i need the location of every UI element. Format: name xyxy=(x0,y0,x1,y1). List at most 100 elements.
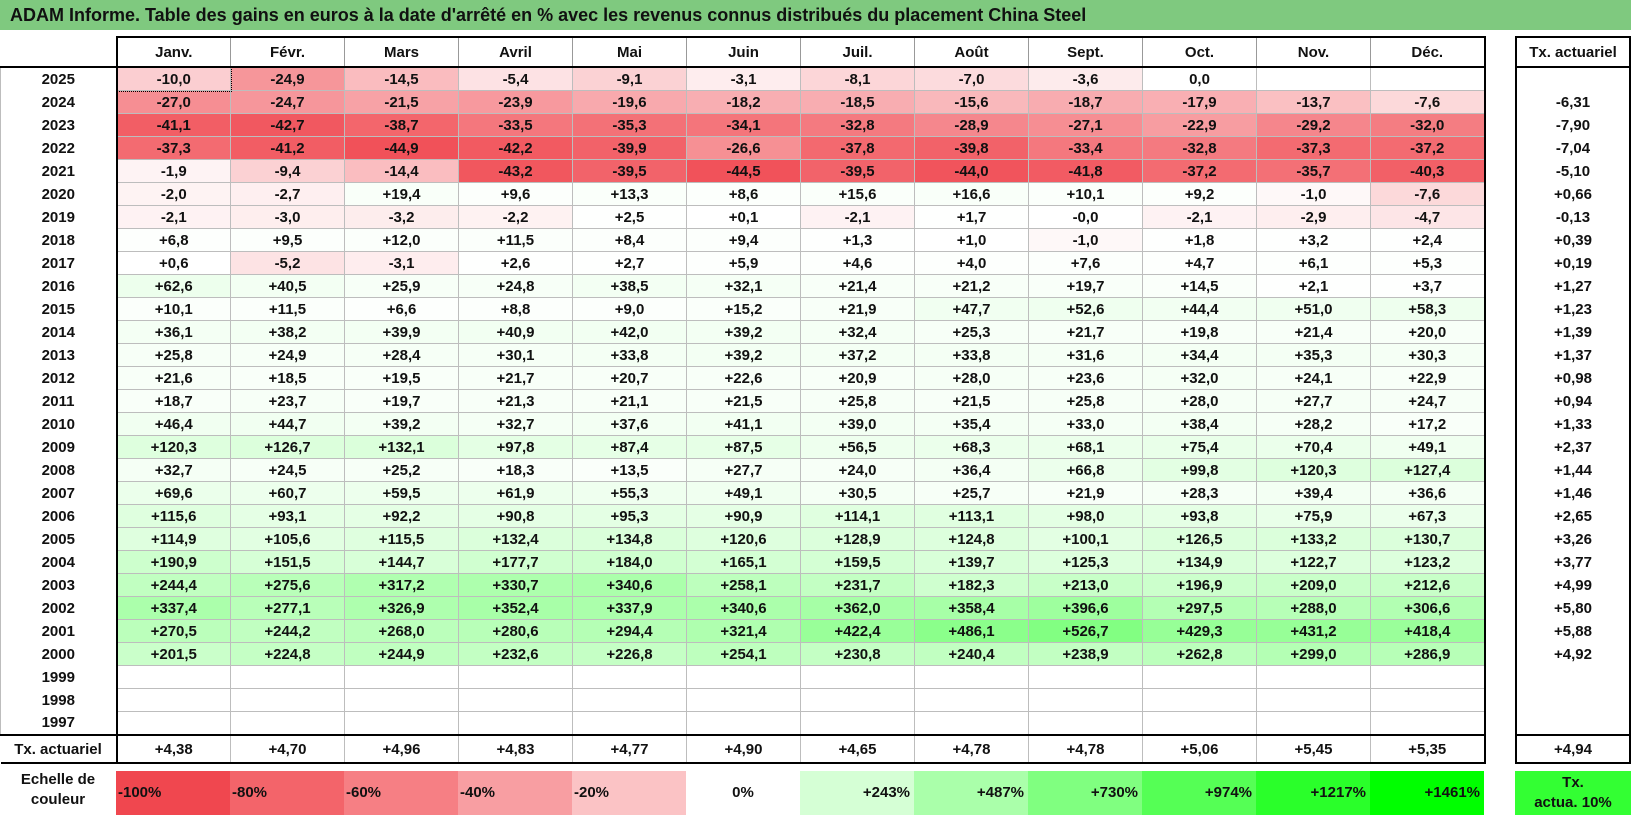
gain-cell[interactable]: +19,7 xyxy=(344,389,459,413)
gain-cell[interactable]: -7,0 xyxy=(914,66,1029,91)
gain-cell[interactable]: +165,1 xyxy=(686,550,801,574)
gain-cell[interactable]: +39,9 xyxy=(344,320,459,344)
gain-cell[interactable]: +39,0 xyxy=(800,412,915,436)
gain-cell[interactable]: +268,0 xyxy=(344,619,459,643)
gain-cell[interactable]: +159,5 xyxy=(800,550,915,574)
gain-cell[interactable]: +123,2 xyxy=(1370,550,1486,574)
gain-cell[interactable]: -2,7 xyxy=(230,182,345,206)
gain-cell[interactable]: +36,4 xyxy=(914,458,1029,482)
month-header-7[interactable]: Juil. xyxy=(800,36,915,68)
gain-cell[interactable]: +87,4 xyxy=(572,435,687,459)
gain-cell[interactable]: +209,0 xyxy=(1256,573,1371,597)
gain-cell[interactable] xyxy=(458,711,573,736)
gain-cell[interactable]: +184,0 xyxy=(572,550,687,574)
gain-cell[interactable]: +6,8 xyxy=(115,228,231,252)
row-rate-cell[interactable]: +1,37 xyxy=(1515,343,1631,367)
gain-cell[interactable]: +18,3 xyxy=(458,458,573,482)
gain-cell[interactable]: +9,4 xyxy=(686,228,801,252)
gain-cell[interactable]: -35,3 xyxy=(572,113,687,137)
gain-cell[interactable]: +134,8 xyxy=(572,527,687,551)
gain-cell[interactable]: +9,0 xyxy=(572,297,687,321)
gain-cell[interactable]: +230,8 xyxy=(800,642,915,666)
gain-cell[interactable]: +330,7 xyxy=(458,573,573,597)
gain-cell[interactable]: +39,2 xyxy=(686,320,801,344)
row-rate-cell[interactable]: +5,88 xyxy=(1515,619,1631,643)
gain-cell[interactable]: +30,3 xyxy=(1370,343,1486,367)
gain-cell[interactable]: +6,6 xyxy=(344,297,459,321)
month-header-10[interactable]: Oct. xyxy=(1142,36,1257,68)
gain-cell[interactable]: -33,5 xyxy=(458,113,573,137)
gain-cell[interactable]: +422,4 xyxy=(800,619,915,643)
gain-cell[interactable]: +8,6 xyxy=(686,182,801,206)
row-rate-cell[interactable]: +1,33 xyxy=(1515,412,1631,436)
gain-cell[interactable]: -26,6 xyxy=(686,136,801,160)
gain-cell[interactable]: +42,0 xyxy=(572,320,687,344)
gain-cell[interactable]: +39,2 xyxy=(686,343,801,367)
gain-cell[interactable]: +20,9 xyxy=(800,366,915,390)
gain-cell[interactable]: +19,5 xyxy=(344,366,459,390)
gain-cell[interactable]: +9,2 xyxy=(1142,182,1257,206)
row-rate-cell[interactable]: +1,44 xyxy=(1515,458,1631,482)
gain-cell[interactable]: +317,2 xyxy=(344,573,459,597)
gain-cell[interactable]: -24,9 xyxy=(230,66,345,91)
gain-cell[interactable]: +87,5 xyxy=(686,435,801,459)
gain-cell[interactable]: -2,2 xyxy=(458,205,573,229)
gain-cell[interactable] xyxy=(344,688,459,712)
gain-cell[interactable]: +24,5 xyxy=(230,458,345,482)
gain-cell[interactable]: -5,4 xyxy=(458,66,573,91)
gain-cell[interactable]: +24,7 xyxy=(1370,389,1486,413)
gain-cell[interactable]: +23,7 xyxy=(230,389,345,413)
footer-rate-cell[interactable]: +4,77 xyxy=(572,734,687,764)
gain-cell[interactable]: +100,1 xyxy=(1028,527,1143,551)
row-rate-cell[interactable]: -6,31 xyxy=(1515,90,1631,114)
gain-cell[interactable]: +288,0 xyxy=(1256,596,1371,620)
gain-cell[interactable]: +2,1 xyxy=(1256,274,1371,298)
row-rate-cell[interactable]: +2,37 xyxy=(1515,435,1631,459)
gain-cell[interactable]: +98,0 xyxy=(1028,504,1143,528)
footer-rate-cell[interactable]: +4,38 xyxy=(115,734,231,764)
row-rate-cell[interactable]: +0,98 xyxy=(1515,366,1631,390)
gain-cell[interactable]: +24,9 xyxy=(230,343,345,367)
gain-cell[interactable]: -42,2 xyxy=(458,136,573,160)
gain-cell[interactable] xyxy=(1370,711,1486,736)
gain-cell[interactable]: +1,0 xyxy=(914,228,1029,252)
month-header-4[interactable]: Avril xyxy=(458,36,573,68)
gain-cell[interactable]: +244,9 xyxy=(344,642,459,666)
gain-cell[interactable]: -2,1 xyxy=(115,205,231,229)
gain-cell[interactable]: -37,8 xyxy=(800,136,915,160)
gain-cell[interactable]: -42,7 xyxy=(230,113,345,137)
gain-cell[interactable]: -44,0 xyxy=(914,159,1029,183)
gain-cell[interactable] xyxy=(1256,711,1371,736)
gain-cell[interactable]: +25,9 xyxy=(344,274,459,298)
gain-cell[interactable] xyxy=(115,688,231,712)
gain-cell[interactable]: -13,7 xyxy=(1256,90,1371,114)
row-rate-cell[interactable]: +2,65 xyxy=(1515,504,1631,528)
gain-cell[interactable] xyxy=(458,688,573,712)
row-rate-cell[interactable]: +0,39 xyxy=(1515,228,1631,252)
gain-cell[interactable]: +358,4 xyxy=(914,596,1029,620)
gain-cell[interactable]: +10,1 xyxy=(115,297,231,321)
gain-cell[interactable]: +238,9 xyxy=(1028,642,1143,666)
gain-cell[interactable]: +56,5 xyxy=(800,435,915,459)
gain-cell[interactable]: +16,6 xyxy=(914,182,1029,206)
row-rate-cell[interactable]: +0,94 xyxy=(1515,389,1631,413)
gain-cell[interactable] xyxy=(1370,688,1486,712)
gain-cell[interactable]: +8,4 xyxy=(572,228,687,252)
gain-cell[interactable]: +418,4 xyxy=(1370,619,1486,643)
gain-cell[interactable]: +46,4 xyxy=(115,412,231,436)
gain-cell[interactable]: +11,5 xyxy=(458,228,573,252)
gain-cell[interactable]: +21,9 xyxy=(1028,481,1143,505)
gain-cell[interactable]: +258,1 xyxy=(686,573,801,597)
gain-cell[interactable]: +21,3 xyxy=(458,389,573,413)
gain-cell[interactable] xyxy=(1370,66,1486,91)
gain-cell[interactable]: +49,1 xyxy=(1370,435,1486,459)
gain-cell[interactable]: -9,1 xyxy=(572,66,687,91)
gain-cell[interactable]: +232,6 xyxy=(458,642,573,666)
gain-cell[interactable]: +5,9 xyxy=(686,251,801,275)
gain-cell[interactable]: -3,0 xyxy=(230,205,345,229)
gain-cell[interactable]: +12,0 xyxy=(344,228,459,252)
month-header-12[interactable]: Déc. xyxy=(1370,36,1486,68)
gain-cell[interactable]: +17,2 xyxy=(1370,412,1486,436)
gain-cell[interactable]: +18,7 xyxy=(115,389,231,413)
gain-cell[interactable]: +231,7 xyxy=(800,573,915,597)
